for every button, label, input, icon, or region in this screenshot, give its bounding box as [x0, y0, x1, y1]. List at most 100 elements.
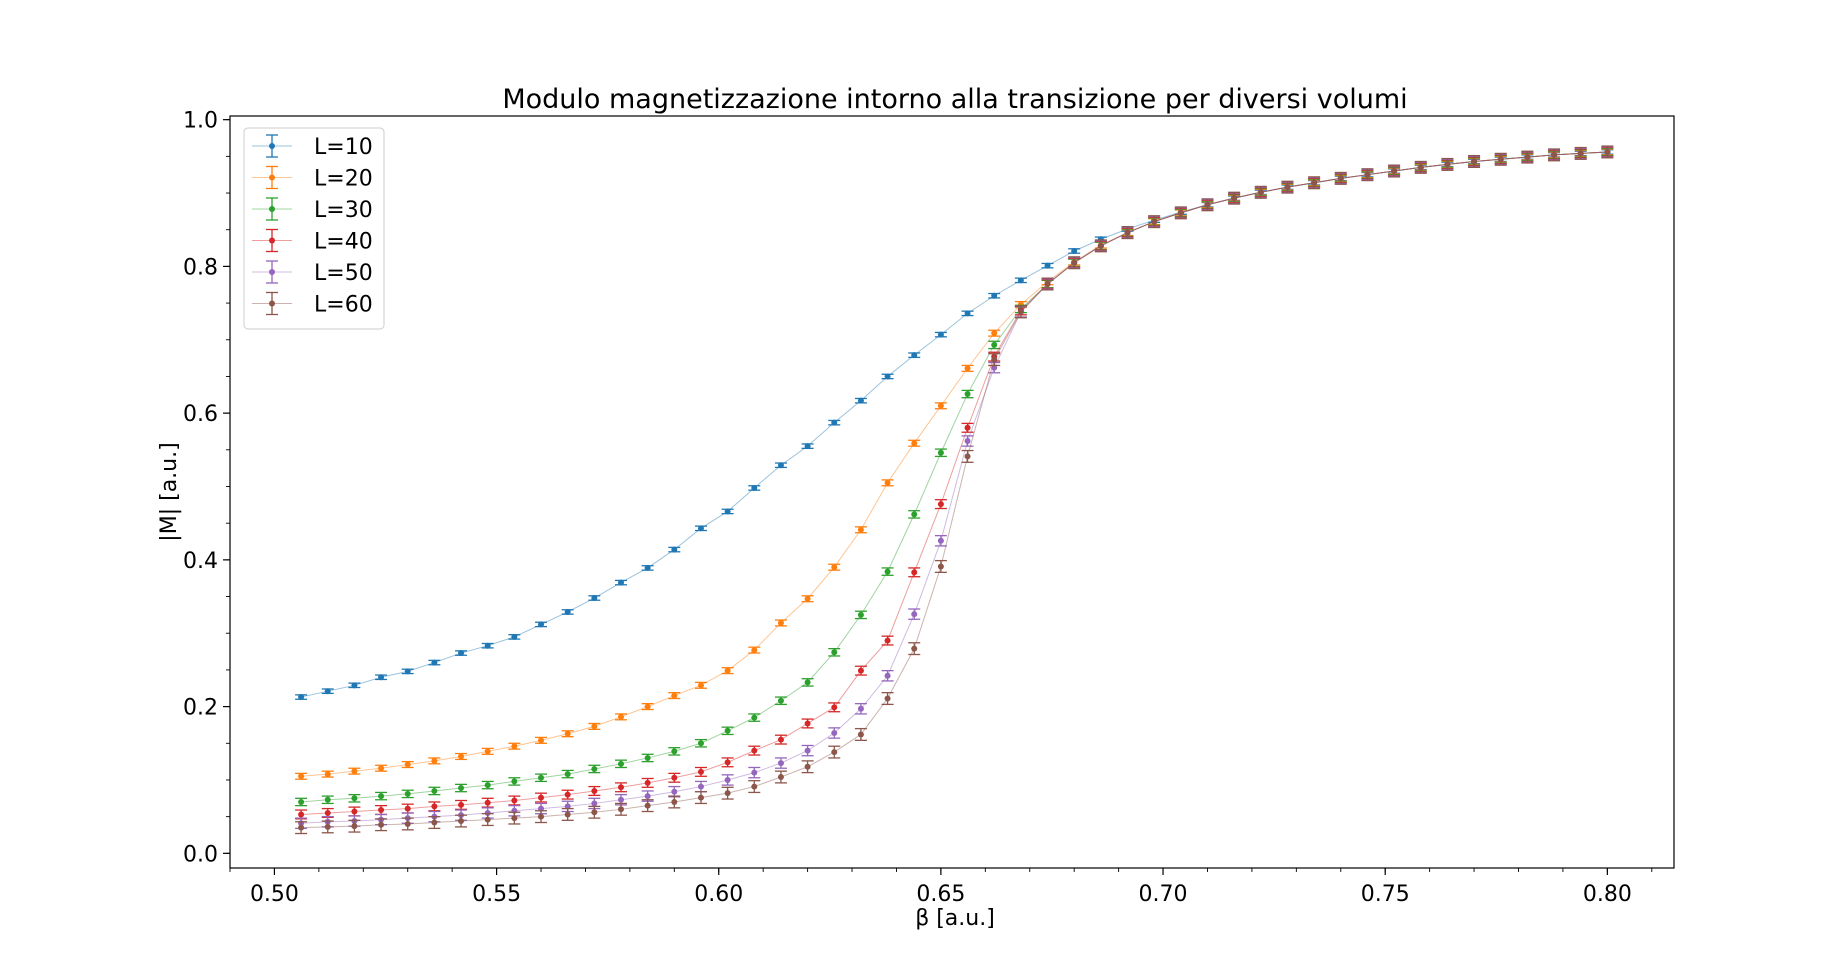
data-point — [831, 564, 838, 571]
data-point — [538, 621, 545, 628]
data-point — [564, 811, 571, 818]
data-point — [937, 537, 944, 544]
data-point — [484, 748, 491, 755]
data-point — [751, 647, 758, 654]
data-point — [564, 803, 571, 810]
data-point — [1471, 158, 1478, 165]
data-point — [1311, 179, 1318, 186]
legend-label: L=40 — [314, 230, 373, 255]
data-point — [724, 759, 731, 766]
data-point — [831, 419, 838, 426]
x-tick-label: 0.75 — [1361, 882, 1410, 907]
x-axis: 0.50 0.55 0.60 0.65 0.70 0.75 0.80 — [229, 868, 1653, 907]
data-point — [644, 802, 651, 809]
data-point — [1044, 281, 1051, 288]
series-line — [301, 151, 1608, 777]
legend-item: L=60 — [252, 291, 373, 318]
x-tick-label: 0.50 — [250, 882, 299, 907]
data-point — [1604, 148, 1611, 155]
data-point — [777, 697, 784, 704]
data-point — [484, 799, 491, 806]
legend-marker — [269, 143, 275, 149]
data-point — [911, 611, 918, 618]
data-point — [324, 688, 331, 695]
data-point — [644, 564, 651, 571]
data-point — [777, 774, 784, 781]
series-L=50 — [295, 146, 1614, 830]
data-point — [511, 815, 518, 822]
data-point — [964, 391, 971, 398]
data-point — [644, 754, 651, 761]
data-point — [1124, 229, 1131, 236]
data-point — [431, 757, 438, 764]
data-point — [617, 760, 624, 767]
data-point — [538, 813, 545, 820]
legend-item: L=30 — [252, 197, 373, 223]
data-point — [857, 705, 864, 712]
x-tick-label: 0.80 — [1583, 882, 1632, 907]
data-point — [431, 819, 438, 826]
data-point — [324, 823, 331, 830]
legend-label: L=20 — [314, 167, 373, 192]
data-point — [404, 761, 411, 768]
x-tick-label: 0.70 — [1139, 882, 1188, 907]
data-point — [298, 824, 305, 831]
data-point — [751, 747, 758, 754]
data-point — [378, 793, 385, 800]
legend: L=10 L=20 L=30 L=40 L=50 L=60 — [243, 127, 385, 330]
data-point — [831, 730, 838, 737]
data-point — [671, 546, 678, 553]
data-point — [804, 679, 811, 686]
y-axis: 0.0 0.2 0.4 0.6 0.8 1.0 — [183, 109, 230, 867]
data-point — [378, 807, 385, 814]
data-point — [591, 723, 598, 730]
data-point — [1097, 242, 1104, 249]
data-point — [777, 760, 784, 767]
legend-marker — [269, 174, 275, 181]
data-point — [458, 650, 465, 657]
data-point — [538, 794, 545, 801]
data-point — [458, 818, 465, 825]
data-point — [911, 440, 918, 447]
x-axis-label: β [a.u.] — [915, 906, 995, 931]
data-point — [1391, 168, 1398, 175]
data-point — [617, 796, 624, 803]
data-point — [298, 694, 305, 701]
data-point — [431, 659, 438, 666]
x-tick-label: 0.65 — [916, 882, 965, 907]
data-point — [1497, 156, 1504, 163]
data-point — [964, 453, 971, 460]
data-point — [724, 508, 731, 515]
data-point — [644, 793, 651, 800]
data-point — [991, 292, 998, 299]
data-point — [351, 768, 358, 775]
data-point — [617, 579, 624, 586]
data-point — [511, 797, 518, 804]
data-point — [857, 611, 864, 618]
data-point — [324, 771, 331, 778]
data-point — [724, 667, 731, 674]
data-point — [617, 713, 624, 720]
data-point — [804, 595, 811, 602]
series-line — [301, 151, 1608, 824]
data-point — [484, 809, 491, 816]
data-point — [911, 511, 918, 518]
data-point — [804, 720, 811, 727]
data-point — [671, 692, 678, 699]
data-point — [697, 794, 704, 801]
data-point — [538, 737, 545, 744]
data-point — [1071, 259, 1078, 266]
data-point — [697, 525, 704, 532]
y-tick-label: 0.0 — [183, 842, 218, 867]
data-point — [831, 704, 838, 711]
data-point — [777, 462, 784, 469]
data-point — [644, 779, 651, 786]
legend-marker — [269, 237, 275, 244]
data-point — [831, 749, 838, 756]
data-point — [964, 365, 971, 372]
data-point — [1337, 175, 1344, 182]
legend-marker — [269, 206, 275, 212]
data-point — [804, 747, 811, 754]
data-point — [857, 526, 864, 533]
data-point — [458, 753, 465, 760]
